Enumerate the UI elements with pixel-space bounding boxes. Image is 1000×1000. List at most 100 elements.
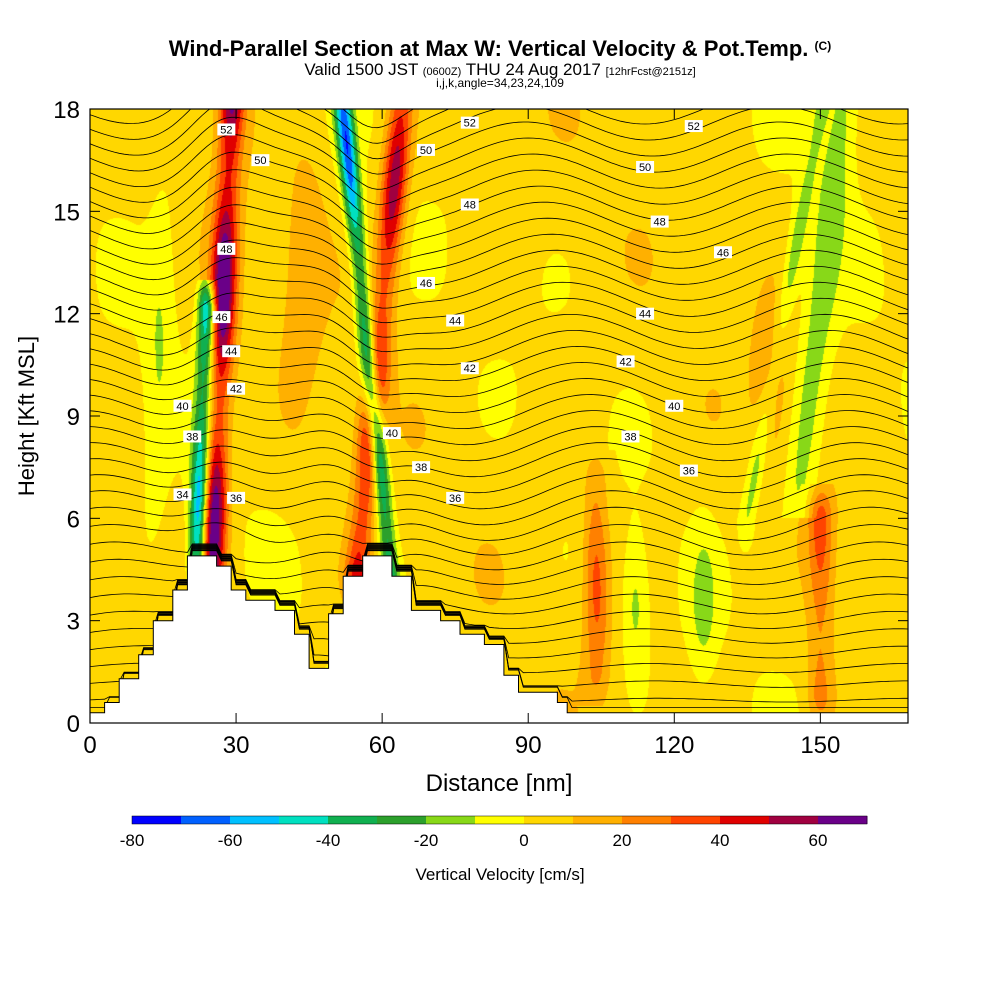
chart-title: Wind-Parallel Section at Max W: Vertical…	[168, 36, 832, 61]
isentrope-line	[90, 186, 908, 250]
isentrope-line	[90, 327, 908, 367]
isentrope-label-bg	[621, 430, 640, 443]
isentrope-label-bg	[227, 382, 246, 395]
y-tick-label: 0	[67, 711, 80, 738]
isentrope-label-bg	[412, 461, 431, 474]
isentrope-line	[90, 394, 908, 430]
grid-info: i,j,k,angle=34,23,24,109	[436, 76, 564, 90]
isentrope-line	[90, 221, 908, 280]
isentrope-line	[90, 474, 908, 510]
terrain	[90, 555, 908, 723]
isentrope-line	[90, 116, 908, 190]
isentrope-line	[90, 522, 908, 556]
isentrope-label: 50	[639, 162, 651, 174]
isentrope-label-bg	[650, 215, 669, 228]
isentrope-label-bg	[382, 427, 401, 440]
x-tick-label: 120	[654, 732, 694, 759]
colorbar-swatch	[524, 816, 574, 824]
isentrope-label-bg	[217, 242, 236, 255]
colorbar-swatch	[132, 816, 182, 824]
isentrope-line	[90, 550, 908, 708]
isentropes	[90, 109, 908, 708]
y-tick-label: 9	[67, 404, 80, 431]
isentrope-label-bg	[684, 120, 703, 133]
colorbar-swatch	[769, 816, 819, 824]
isentrope-label: 48	[464, 200, 476, 212]
colorbar-tick-label: -60	[218, 831, 243, 850]
isentrope-label-bg	[616, 355, 635, 368]
isentrope-label: 46	[215, 312, 227, 324]
isentrope-label: 42	[464, 363, 476, 375]
x-axis-label: Distance [nm]	[426, 770, 573, 797]
isentrope-line	[90, 490, 908, 526]
colorbar-tick-label: 40	[711, 831, 730, 850]
isentrope-line	[90, 458, 908, 494]
isentrope-label-bg	[446, 491, 465, 504]
colorbar-swatch	[818, 816, 868, 824]
isentrope-label: 44	[449, 315, 461, 327]
colorbar-swatch	[377, 816, 427, 824]
isentrope-line	[90, 546, 908, 644]
isentrope-label: 36	[449, 493, 461, 505]
isentrope-line	[90, 442, 908, 478]
isentrope-line	[90, 257, 908, 309]
isentrope-line	[90, 544, 908, 585]
isentrope-line	[90, 545, 908, 615]
colorbar-tick-label: 60	[809, 831, 828, 850]
isentrope-label-bg	[713, 246, 732, 259]
isentrope-label: 36	[683, 466, 695, 478]
isentrope-label: 38	[186, 431, 198, 443]
isentrope-label-bg	[416, 143, 435, 156]
valid-utc: (0600Z)	[422, 66, 462, 78]
colorbar-tick-label: -40	[316, 831, 341, 850]
isentrope-label-bg	[416, 276, 435, 289]
isentrope-label-bg	[460, 116, 479, 129]
isentrope-line	[90, 506, 908, 541]
colorbar: -80 -60 -40 -20 0 20 40 60 Vertical Velocity [cm…	[120, 815, 868, 884]
isentrope-line	[90, 292, 908, 338]
isentrope-label-bg	[217, 123, 236, 136]
isentrope-line	[90, 426, 908, 462]
isentrope-label: 52	[688, 121, 700, 133]
isentrope-line	[90, 134, 908, 205]
colorbar-swatch	[671, 816, 721, 824]
colorbar-tick-label: -80	[120, 831, 145, 850]
colorbar-swatch	[475, 816, 525, 824]
isentrope-label: 34	[176, 489, 188, 501]
colorbar-swatch	[622, 816, 672, 824]
colorbar-tick-label: -20	[414, 831, 439, 850]
isentrope-line	[90, 109, 908, 175]
isentrope-label: 50	[254, 155, 266, 167]
y-axis-label: Height [Kft MSL]	[14, 336, 39, 496]
isentrope-line	[90, 410, 908, 446]
isentrope-label-bg	[173, 488, 192, 501]
isentrope-label-bg	[665, 399, 684, 412]
isentrope-label-bg	[173, 399, 192, 412]
isentrope-label-bg	[446, 314, 465, 327]
y-tick-label: 18	[53, 97, 80, 124]
isentrope-labels: 52 50 48 46 44 42 40 38 36 34 52 50 48 46 44 42 40 38 36 52…	[173, 116, 732, 505]
isentrope-line	[90, 546, 908, 630]
isentrope-label: 42	[230, 384, 242, 396]
colorbar-tick-label: 20	[613, 831, 632, 850]
colorbar-frame	[131, 815, 868, 825]
x-tick-label: 90	[515, 732, 542, 759]
y-tick-label: 15	[53, 199, 80, 226]
isentrope-label-bg	[212, 311, 231, 324]
isentrope-line	[90, 239, 908, 294]
x-tick-label: 150	[800, 732, 840, 759]
isentrope-line	[90, 361, 908, 398]
y-tick-label: 6	[67, 506, 80, 533]
isentrope-line	[90, 548, 908, 674]
isentrope-label: 38	[415, 462, 427, 474]
isentrope-label: 50	[420, 145, 432, 157]
colorbar-swatch	[181, 816, 231, 824]
isentrope-line	[90, 169, 908, 235]
isentrope-label-bg	[251, 154, 270, 167]
isentrope-label: 36	[230, 493, 242, 505]
isentrope-label: 44	[225, 346, 237, 358]
isentrope-label: 46	[717, 247, 729, 259]
isentrope-label: 46	[420, 278, 432, 290]
colorbar-swatch	[720, 816, 770, 824]
